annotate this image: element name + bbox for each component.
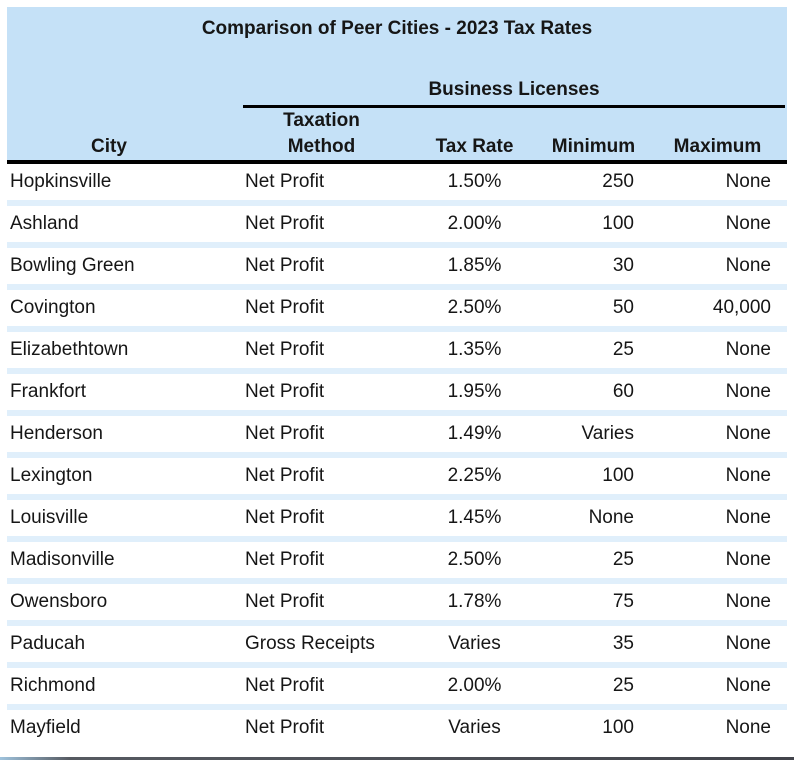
cell-tax-rate: 1.85% [447, 255, 502, 276]
cell-taxation-method: Net Profit [245, 297, 325, 318]
cell-minimum: 250 [602, 171, 634, 192]
table-row: Louisville Net Profit 1.45% None None [7, 500, 787, 542]
cell-maximum: None [725, 633, 771, 654]
table-header: Comparison of Peer Cities - 2023 Tax Rat… [7, 7, 787, 164]
cell-taxation-method: Net Profit [245, 255, 325, 276]
cell-taxation-method: Net Profit [245, 213, 325, 234]
cell-taxation-method: Net Profit [245, 339, 325, 360]
column-header-taxation-method: Taxation Method [283, 110, 360, 157]
cell-minimum: 25 [612, 339, 634, 360]
cell-taxation-method: Gross Receipts [245, 633, 375, 654]
cell-maximum: None [725, 381, 771, 402]
cell-minimum: 100 [602, 465, 634, 486]
cell-city: Louisville [10, 507, 89, 528]
column-header-row: City Taxation Method Tax Rate Minimum Ma… [7, 108, 787, 160]
cell-city: Lexington [10, 465, 93, 486]
cell-tax-rate: 1.35% [447, 339, 502, 360]
cell-maximum: 40,000 [712, 297, 771, 318]
table-row: Richmond Net Profit 2.00% 25 None [7, 668, 787, 710]
column-header-minimum: Minimum [551, 136, 636, 157]
table-row: Owensboro Net Profit 1.78% 75 None [7, 584, 787, 626]
cell-maximum: None [725, 339, 771, 360]
table-row: Frankfort Net Profit 1.95% 60 None [7, 374, 787, 416]
cell-city: Ashland [10, 213, 79, 234]
cell-minimum: 30 [612, 255, 634, 276]
cell-tax-rate: 2.00% [447, 213, 502, 234]
cell-maximum: None [725, 255, 771, 276]
cell-city: Owensboro [10, 591, 108, 612]
cell-minimum: None [588, 507, 634, 528]
cell-city: Mayfield [10, 717, 81, 738]
table-row: Paducah Gross Receipts Varies 35 None [7, 626, 787, 668]
table-row: Covington Net Profit 2.50% 50 40,000 [7, 290, 787, 332]
cell-maximum: None [725, 717, 771, 738]
cell-maximum: None [725, 591, 771, 612]
cell-tax-rate: 2.50% [447, 297, 502, 318]
cell-minimum: 75 [612, 591, 634, 612]
cell-maximum: None [725, 675, 771, 696]
table-row: Lexington Net Profit 2.25% 100 None [7, 458, 787, 500]
cell-tax-rate: 2.25% [447, 465, 502, 486]
group-header-business-licenses: Business Licenses [243, 78, 785, 108]
cell-taxation-method: Net Profit [245, 717, 325, 738]
cell-minimum: 25 [612, 549, 634, 570]
cell-tax-rate: 1.95% [447, 381, 502, 402]
cell-taxation-method: Net Profit [245, 171, 325, 192]
cell-minimum: 60 [612, 381, 634, 402]
cell-minimum: 100 [602, 717, 634, 738]
cell-city: Bowling Green [10, 255, 135, 276]
cell-tax-rate: 1.78% [447, 591, 502, 612]
cell-taxation-method: Net Profit [245, 381, 325, 402]
cell-tax-rate: 1.50% [447, 171, 502, 192]
cell-city: Paducah [10, 633, 86, 654]
cell-city: Richmond [10, 675, 96, 696]
cell-maximum: None [725, 507, 771, 528]
column-header-tax-rate: Tax Rate [435, 136, 514, 157]
cell-minimum: 25 [612, 675, 634, 696]
column-header-city: City [91, 136, 127, 157]
cell-maximum: None [725, 171, 771, 192]
cell-taxation-method: Net Profit [245, 591, 325, 612]
cell-tax-rate: Varies [448, 717, 501, 738]
cell-minimum: 100 [602, 213, 634, 234]
cell-city: Covington [10, 297, 96, 318]
cell-taxation-method: Net Profit [245, 549, 325, 570]
cell-city: Elizabethtown [10, 339, 129, 360]
tax-rate-table-sheet: Comparison of Peer Cities - 2023 Tax Rat… [0, 7, 794, 772]
column-header-maximum: Maximum [673, 136, 762, 157]
cell-maximum: None [725, 213, 771, 234]
table-row: Bowling Green Net Profit 1.85% 30 None [7, 248, 787, 290]
cell-taxation-method: Net Profit [245, 507, 325, 528]
cell-maximum: None [725, 423, 771, 444]
cell-minimum: 35 [612, 633, 634, 654]
page-title: Comparison of Peer Cities - 2023 Tax Rat… [201, 18, 593, 39]
cell-taxation-method: Net Profit [245, 465, 325, 486]
cell-minimum: 50 [612, 297, 634, 318]
cell-tax-rate: Varies [448, 633, 501, 654]
cell-tax-rate: 2.50% [447, 549, 502, 570]
cell-maximum: None [725, 465, 771, 486]
table-row: Ashland Net Profit 2.00% 100 None [7, 206, 787, 248]
cell-city: Madisonville [10, 549, 115, 570]
cell-tax-rate: 2.00% [447, 675, 502, 696]
cell-taxation-method: Net Profit [245, 423, 325, 444]
bottom-spacer [0, 746, 794, 757]
bottom-border-line [0, 757, 794, 760]
cell-taxation-method: Net Profit [245, 675, 325, 696]
table-row: Hopkinsville Net Profit 1.50% 250 None [7, 164, 787, 206]
cell-city: Frankfort [10, 381, 87, 402]
cell-maximum: None [725, 549, 771, 570]
table-row: Mayfield Net Profit Varies 100 None [7, 710, 787, 746]
cell-city: Hopkinsville [10, 171, 112, 192]
table-row: Henderson Net Profit 1.49% Varies None [7, 416, 787, 458]
cell-tax-rate: 1.49% [447, 423, 502, 444]
table-row: Madisonville Net Profit 2.50% 25 None [7, 542, 787, 584]
table-body: Hopkinsville Net Profit 1.50% 250 None A… [7, 164, 787, 746]
cell-city: Henderson [10, 423, 103, 444]
table-row: Elizabethtown Net Profit 1.35% 25 None [7, 332, 787, 374]
cell-minimum: Varies [581, 423, 634, 444]
cell-tax-rate: 1.45% [447, 507, 502, 528]
